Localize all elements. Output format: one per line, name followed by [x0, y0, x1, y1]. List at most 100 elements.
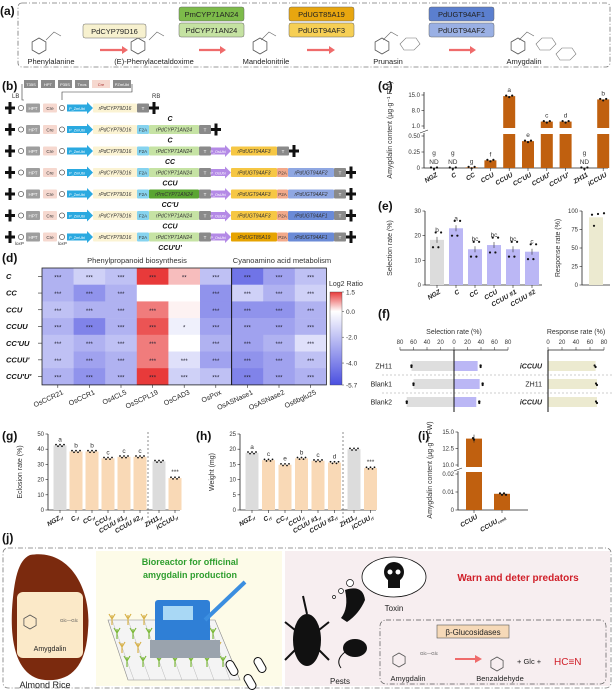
construct-part-t: [199, 125, 211, 134]
data-point: [431, 246, 435, 249]
construct-part-cre: [43, 211, 57, 220]
bar: [295, 458, 308, 510]
glucose-ring-icon: [399, 37, 421, 51]
significance-stars: ***: [212, 325, 220, 331]
construct-part-label: P_OsUbi: [210, 214, 225, 218]
y-tick-label: 100: [568, 209, 579, 215]
data-point: [561, 119, 564, 123]
heatmap-cell: [73, 368, 106, 386]
construct-part-t: [199, 189, 211, 199]
significance-stars: ***: [212, 292, 220, 298]
data-point: [267, 458, 270, 461]
heatmap-cell: [105, 318, 138, 336]
border-cross-icon: [5, 171, 15, 174]
benzene-ring-icon: [130, 37, 146, 55]
heatmap-cell: [73, 284, 106, 302]
significance-letter: a: [58, 436, 62, 443]
pests-label: Pests: [330, 677, 350, 686]
construct-part-label: Cre: [46, 235, 54, 240]
panel-label-g: (g): [2, 429, 17, 443]
bar-response: [548, 361, 596, 371]
construct-part-label: Cre: [46, 192, 54, 197]
promoter-arrow-icon: [67, 188, 93, 200]
data-point: [302, 458, 305, 461]
heatmap-cell: [200, 268, 232, 285]
construct-part-label: P_ZmUbi: [69, 193, 85, 197]
chart-f: Selection rate (%) Response rate (%) 80 60 4…: [371, 329, 614, 412]
construct-name: CC'U: [162, 202, 180, 209]
promoter-arrow-icon: [211, 231, 231, 243]
x-tick-label-text: C: [450, 172, 458, 181]
significance-letter: d: [333, 454, 337, 461]
significance-stars: ***: [244, 359, 252, 365]
data-point: [497, 236, 500, 239]
x-tick-label: 20: [437, 340, 444, 346]
construct-name: CCU: [162, 224, 178, 231]
construct-part-rpdcyp71an24: [149, 232, 199, 242]
promoter-arrow-icon: [211, 145, 231, 157]
construct-part-rpdugt85a19: [231, 232, 277, 242]
construct-part-label: F2A: [139, 213, 147, 218]
construct-part-t: [334, 189, 346, 199]
x-tick-label: NGZ: [427, 288, 443, 301]
significance-letter: bc: [472, 236, 480, 243]
chart-c: 0 0.25 0.50 1.0 8.0 15.0 Amygdalin content (µg…: [387, 81, 610, 189]
border-cross-icon: [211, 128, 221, 131]
heatmap-cell: [42, 368, 74, 386]
construct-part-label: P_ZmUbi: [69, 107, 85, 111]
heatmap-cell: [73, 268, 106, 285]
data-point: [596, 212, 600, 216]
data-point: [119, 455, 121, 457]
y-tick-label: 40: [37, 447, 44, 453]
data-point: [369, 466, 372, 469]
mouse-icon: [343, 639, 367, 657]
data-point: [73, 451, 75, 454]
molecule-4: [510, 31, 577, 61]
construct-part-label: F2A: [139, 235, 147, 240]
rice-plant-icon: [124, 613, 132, 625]
significance-stars: ***: [212, 376, 220, 382]
data-point: [319, 460, 321, 463]
rice-plant-icon: [140, 613, 148, 625]
heatmap-cell: [42, 334, 74, 352]
x-tick-subscript: cook: [497, 515, 508, 524]
border-cross-icon: [346, 214, 356, 217]
data-point: [123, 455, 125, 457]
construct-part-rpdugt94af3: [231, 189, 277, 199]
construct-part-label: T: [339, 235, 342, 240]
data-point: [526, 141, 530, 144]
data-point: [89, 451, 91, 454]
y-tick-label: 20: [229, 447, 236, 453]
significance-stars: ***: [244, 376, 252, 382]
heatmap-cell: [105, 351, 138, 369]
construct-part-label: T: [204, 170, 207, 175]
construct-part-label: P2A: [278, 170, 287, 175]
y-tick-label: 10: [37, 493, 44, 499]
significance-stars: ***: [54, 359, 62, 365]
data-point: [71, 449, 73, 452]
cassette-part: [41, 80, 55, 88]
data-point: [595, 401, 599, 405]
construct-part-rpdcyp71an24: [149, 125, 199, 134]
x-tick-label: 60: [587, 340, 594, 346]
promoter-arrow-icon: [67, 209, 93, 222]
bar: [503, 96, 516, 128]
significance-letter: a: [250, 444, 254, 451]
enzyme-box: [82, 23, 147, 39]
border-cross-icon: [346, 192, 356, 196]
significance-letter: g: [583, 150, 587, 157]
data-point: [95, 449, 97, 452]
significance-stars: ***: [86, 309, 94, 315]
significance-stars: ***: [149, 325, 157, 331]
data-point: [139, 455, 141, 457]
loxp-site-icon: [18, 191, 24, 197]
y-tick-label: 0.02: [442, 472, 454, 478]
data-point: [333, 460, 336, 463]
amygdalin-label: Amygdalin: [34, 646, 67, 653]
enzyme-label: PdUGT94AF2: [438, 26, 485, 35]
significance-stars: ***: [244, 325, 252, 331]
bar: [278, 464, 292, 510]
bar-right: [454, 397, 477, 407]
x-tick-label: CCU'U': [548, 171, 571, 188]
row-label-left: Blank1: [371, 382, 393, 389]
